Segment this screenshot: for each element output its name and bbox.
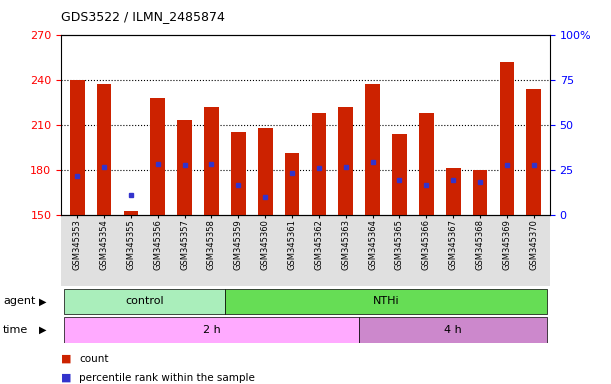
Text: ▶: ▶ xyxy=(38,296,46,306)
Bar xyxy=(446,169,461,215)
Bar xyxy=(365,84,380,215)
Bar xyxy=(392,134,407,215)
Bar xyxy=(204,107,219,215)
Text: 2 h: 2 h xyxy=(203,325,221,335)
Text: ■: ■ xyxy=(61,354,71,364)
Bar xyxy=(150,98,165,215)
Bar xyxy=(97,84,111,215)
Bar xyxy=(177,120,192,215)
Bar xyxy=(473,170,488,215)
Bar xyxy=(123,210,138,215)
Text: NTHi: NTHi xyxy=(373,296,400,306)
Bar xyxy=(231,132,246,215)
Text: ▶: ▶ xyxy=(38,325,46,335)
Bar xyxy=(312,113,326,215)
Bar xyxy=(527,89,541,215)
Text: GDS3522 / ILMN_2485874: GDS3522 / ILMN_2485874 xyxy=(61,10,225,23)
Bar xyxy=(258,128,273,215)
Text: ■: ■ xyxy=(61,373,71,383)
Bar xyxy=(359,317,547,343)
Bar xyxy=(70,80,84,215)
Text: 4 h: 4 h xyxy=(444,325,462,335)
Bar xyxy=(285,153,299,215)
Text: count: count xyxy=(79,354,109,364)
Text: time: time xyxy=(3,325,28,335)
Bar xyxy=(419,113,434,215)
Bar xyxy=(338,107,353,215)
Text: control: control xyxy=(125,296,164,306)
Bar xyxy=(64,288,225,314)
Text: percentile rank within the sample: percentile rank within the sample xyxy=(79,373,255,383)
Bar xyxy=(64,317,359,343)
Bar xyxy=(225,288,547,314)
Bar xyxy=(500,62,514,215)
Text: agent: agent xyxy=(3,296,35,306)
